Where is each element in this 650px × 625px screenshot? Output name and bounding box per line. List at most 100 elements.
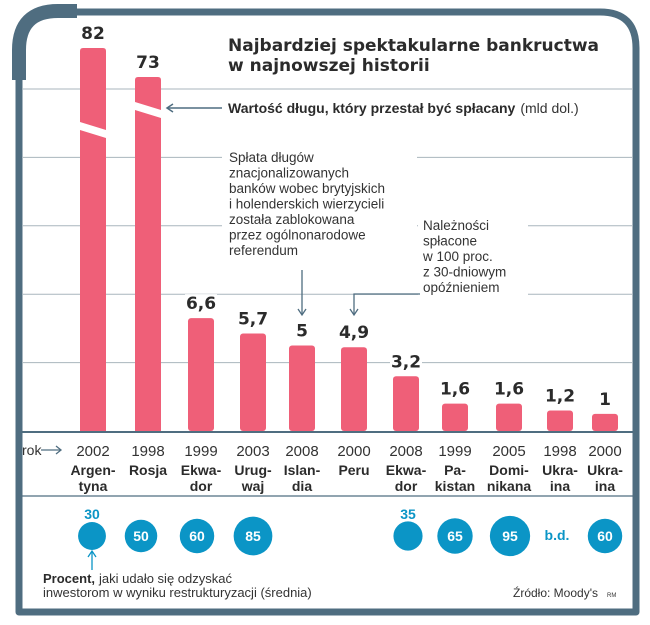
annotation-peru-line: opóźnieniem xyxy=(423,280,500,295)
recovery-circle xyxy=(179,518,215,554)
arrow-left-icon xyxy=(165,103,174,113)
recovery-label: 35 xyxy=(400,506,416,522)
legend-value-unit: (mld dol.) xyxy=(520,100,578,116)
value-label-bg xyxy=(439,379,471,400)
bar-upper xyxy=(80,48,106,130)
recovery-label-rest: jaki udało się odzyskać xyxy=(98,571,232,586)
recovery-label-1: Procent, jaki udało się odzyskać xyxy=(43,571,232,586)
country-label: dia xyxy=(292,478,312,494)
annotation-islandia-line: referendum xyxy=(229,243,298,258)
year-label: 1999 xyxy=(184,443,217,460)
annotation-islandia-line: i holenderskich wierzycieli xyxy=(229,197,384,212)
year-label: 1998 xyxy=(543,443,576,460)
legend-value-text: Wartość długu, który przestał być spłaca… xyxy=(228,100,579,116)
annotation-peru-line: w 100 proc. xyxy=(422,249,493,264)
value-label-bg xyxy=(338,323,370,344)
annotation-islandia-line: została zablokowana xyxy=(229,212,355,227)
country-label: Ukra- xyxy=(542,462,578,478)
recovery-circle xyxy=(78,522,106,550)
value-label: 6,6 xyxy=(186,294,216,314)
country-label: waj xyxy=(241,478,265,494)
title-line-2: w najnowszej historii xyxy=(228,56,430,76)
country-label: ina xyxy=(550,478,570,494)
year-label: 2008 xyxy=(285,443,318,460)
recovery-circle xyxy=(124,519,158,553)
recovery-label: 95 xyxy=(502,528,518,544)
bar xyxy=(240,333,266,431)
recovery-label: 65 xyxy=(447,528,463,544)
country-label: Rosja xyxy=(129,462,167,478)
value-label: 1,2 xyxy=(545,386,575,406)
bar xyxy=(547,410,573,431)
year-label: 2000 xyxy=(588,443,621,460)
country-label: Ukra- xyxy=(587,462,623,478)
year-label: 2008 xyxy=(389,443,422,460)
title-line-1: Najbardziej spektakularne bankructwa xyxy=(228,36,599,56)
value-label: 1 xyxy=(599,390,611,410)
bar xyxy=(188,318,214,431)
chart-title: Najbardziej spektakularne bankructwa w n… xyxy=(228,36,599,76)
recovery-circle xyxy=(437,518,473,554)
annotation-islandia-line: przez ogólnonarodowe xyxy=(229,228,366,243)
value-label: 4,9 xyxy=(339,323,369,343)
arrow-right-icon xyxy=(55,445,63,455)
recovery-circle xyxy=(489,515,531,557)
recovery-label: 85 xyxy=(245,528,261,544)
value-label: 3,2 xyxy=(391,352,421,372)
value-label-bg xyxy=(544,386,576,407)
country-label: Domi- xyxy=(489,462,529,478)
arrow-down-icon xyxy=(297,308,307,317)
legend-value: Wartość długu, który przestał być spłaca… xyxy=(165,100,579,116)
country-label: dor xyxy=(190,478,213,494)
value-label: 5 xyxy=(296,322,308,342)
year-label: 1998 xyxy=(131,443,164,460)
bar xyxy=(341,347,367,431)
recovery-legend: Procent, jaki udało się odzyskać inwestor… xyxy=(43,549,312,600)
country-label: Pa- xyxy=(444,462,466,478)
country-label: Ekwa- xyxy=(386,462,427,478)
recovery-circle xyxy=(587,518,623,554)
author-initials: RM xyxy=(607,593,616,599)
bar-upper xyxy=(135,77,161,110)
x-axis: rok 2002 1998 1999 2003 2008 2000 2008 1999 2005 1… xyxy=(22,431,633,497)
annotation-peru-line: z 30-dniowym xyxy=(423,265,506,280)
recovery-label: 50 xyxy=(133,528,149,544)
year-label: 1999 xyxy=(438,443,471,460)
recovery-circles: 30 50 60 85 35 65 95 b.d. 60 xyxy=(78,506,623,557)
bar xyxy=(496,403,522,431)
annotation-islandia-line: banków wobec brytyjskich xyxy=(229,181,385,196)
value-label-bg xyxy=(493,379,525,400)
year-label: 2005 xyxy=(492,443,525,460)
year-label: 2003 xyxy=(236,443,269,460)
country-label: Argen- xyxy=(70,462,115,478)
value-label: 5,7 xyxy=(238,310,268,330)
annotation-islandia-line: znacjonalizowanych xyxy=(229,166,349,181)
annotation-bg xyxy=(418,214,528,302)
year-label: 2002 xyxy=(76,443,109,460)
year-label: 2000 xyxy=(337,443,370,460)
source-text: Źródło: Moody's xyxy=(513,585,598,600)
bar xyxy=(135,110,161,431)
value-label: 1,6 xyxy=(494,380,524,400)
arrow-down-icon xyxy=(349,308,359,317)
bar xyxy=(289,345,315,431)
frame-corner-accent xyxy=(12,4,77,80)
recovery-circle xyxy=(393,521,423,551)
country-label: ina xyxy=(595,478,615,494)
arrow-up-icon xyxy=(87,549,97,558)
recovery-label: 60 xyxy=(597,528,613,544)
value-label-bg xyxy=(185,294,217,315)
country-label: Peru xyxy=(338,462,369,478)
annotation-arrow-line xyxy=(353,293,420,314)
annotation-islandia-line: Spłata długów xyxy=(229,150,314,165)
bars: 82 73 6,6 5,7 5 4,9 3,2 1,6 1,6 1,2 1 xyxy=(80,24,621,431)
value-label-bg xyxy=(589,389,621,410)
country-label: Islan- xyxy=(284,462,321,478)
frame xyxy=(12,4,640,616)
bar xyxy=(393,376,419,431)
frame-border xyxy=(15,8,640,616)
country-label: tyna xyxy=(79,478,108,494)
bar xyxy=(442,403,468,431)
